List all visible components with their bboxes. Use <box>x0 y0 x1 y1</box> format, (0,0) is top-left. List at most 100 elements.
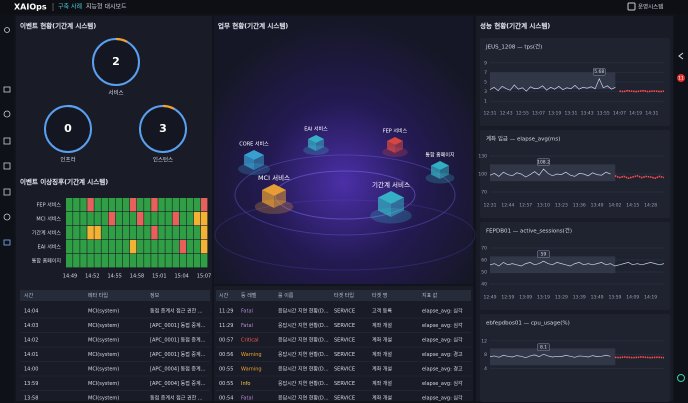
chart-panel <box>480 314 670 402</box>
node-label[interactable]: EAI 서비스 <box>304 126 328 133</box>
heat-cell <box>129 198 137 212</box>
section-title: 이벤트 이상징후(기간계 시스템) <box>20 177 108 186</box>
node-label[interactable]: 기간계 서비스 <box>372 180 410 189</box>
y-tick-label: 70 <box>481 246 487 252</box>
y-tick-label: 3 <box>484 89 487 95</box>
nav-icon[interactable] <box>3 188 11 196</box>
heat-cell <box>87 254 94 268</box>
heat-cell <box>193 226 201 240</box>
status-icon[interactable] <box>677 374 685 382</box>
heat-cell <box>179 212 187 226</box>
series-line <box>489 77 616 92</box>
heat-cell <box>137 212 144 226</box>
x-tick-label: 13:36 <box>573 203 586 209</box>
heat-cell <box>179 254 187 268</box>
nav-icon[interactable] <box>3 162 11 170</box>
node-label[interactable]: MCI 서비스 <box>258 173 290 182</box>
column-header: 등 레벨 <box>241 292 257 299</box>
x-tick-label: 13:43 <box>581 111 594 117</box>
table-header <box>216 290 471 301</box>
node-label[interactable]: FEP 서비스 <box>383 128 408 135</box>
nav-icon[interactable] <box>4 27 10 33</box>
heat-cell <box>73 254 80 268</box>
heat-cell <box>144 254 151 268</box>
column-header: 정보 <box>150 292 160 299</box>
cell: 00:57 <box>219 338 233 344</box>
cell: 14:00 <box>24 367 38 373</box>
heat-cell <box>94 212 101 226</box>
time-label: 14:58 <box>130 274 144 280</box>
page-title: 지능형 대시보드 <box>86 3 127 11</box>
nav-icon[interactable] <box>3 213 11 221</box>
nav-icon[interactable] <box>3 137 11 145</box>
nav-icon[interactable] <box>3 110 11 118</box>
annotation-box <box>537 343 550 351</box>
heat-cell <box>200 226 208 240</box>
breadcrumb[interactable]: 구축 사례 <box>58 3 82 11</box>
cell: [APC_0004] 동접 중계... <box>150 366 206 373</box>
annotation-box <box>593 68 606 76</box>
heat-cell <box>144 198 151 212</box>
column-header: 타겟 명 <box>372 292 387 299</box>
nav-icon[interactable] <box>3 239 11 246</box>
heat-cell <box>137 254 144 268</box>
cell: Fatal <box>241 323 253 329</box>
nav-icon[interactable] <box>3 86 11 93</box>
side-nav <box>0 14 14 403</box>
heat-cell <box>80 254 87 268</box>
node-left <box>378 197 391 217</box>
y-tick-label: 130 <box>478 154 487 160</box>
heat-cell <box>179 240 187 254</box>
chart-title: ebfepdbos01 — cpu_usage(%) <box>486 321 570 327</box>
user-icon <box>627 2 636 11</box>
heat-cell <box>172 212 179 226</box>
section-title: 성능 현황(기간계 시스템) <box>480 21 550 30</box>
gauge-accent <box>162 104 175 110</box>
heat-cell <box>87 240 94 254</box>
cell: 13:58 <box>24 396 38 402</box>
heat-cell <box>144 212 151 226</box>
node-label[interactable]: 통합 홈페이지 <box>425 152 454 159</box>
user-menu[interactable]: 운영시스템 <box>638 3 663 11</box>
time-label: 15:01 <box>152 274 166 280</box>
node-right <box>395 141 403 153</box>
heat-cell <box>66 254 73 268</box>
confidence-band <box>490 164 616 182</box>
heat-cell <box>66 198 73 212</box>
cell: elapse_avg: 심각 <box>422 322 463 329</box>
y-tick-label: 100 <box>478 172 487 178</box>
gauge-count: 2 <box>112 55 120 68</box>
cell: 00:56 <box>219 352 233 358</box>
heat-cell <box>129 212 137 226</box>
heat-cell <box>87 198 94 212</box>
cell: [APC_0001] 동접 중계... <box>150 351 206 358</box>
cell: SERVICE <box>334 396 355 402</box>
heat-cell <box>172 198 179 212</box>
heat-cell <box>165 212 172 226</box>
heat-cell <box>200 198 208 212</box>
y-tick-label: 70 <box>481 190 487 196</box>
cell: 응답시간 지연 현황(D... <box>278 322 329 329</box>
y-tick-label: 60 <box>481 258 487 264</box>
cell: 동접 중계서 접근 권한 ... <box>150 308 203 315</box>
series-line <box>614 356 665 359</box>
heat-cell <box>115 226 123 240</box>
node-label[interactable]: CORE 서비스 <box>239 141 269 148</box>
heat-cell <box>94 226 101 240</box>
chart-title: JEUS_1208 — tps(건) <box>485 44 542 51</box>
heat-cell <box>87 212 94 226</box>
gauge-label: 인스턴스 <box>153 157 173 164</box>
cell: SERVICE <box>334 309 355 315</box>
heat-cell <box>137 240 144 254</box>
heat-cell <box>172 226 179 240</box>
cell: 계좌 개설 <box>372 337 392 344</box>
x-tick-label: 14:09 <box>626 295 639 301</box>
collapse-icon[interactable] <box>678 52 684 60</box>
cell: SERVICE <box>334 323 355 329</box>
heat-cell <box>129 226 137 240</box>
node-right <box>391 197 404 217</box>
y-tick-label: 4 <box>484 366 487 372</box>
y-tick-label: 12 <box>481 338 487 344</box>
